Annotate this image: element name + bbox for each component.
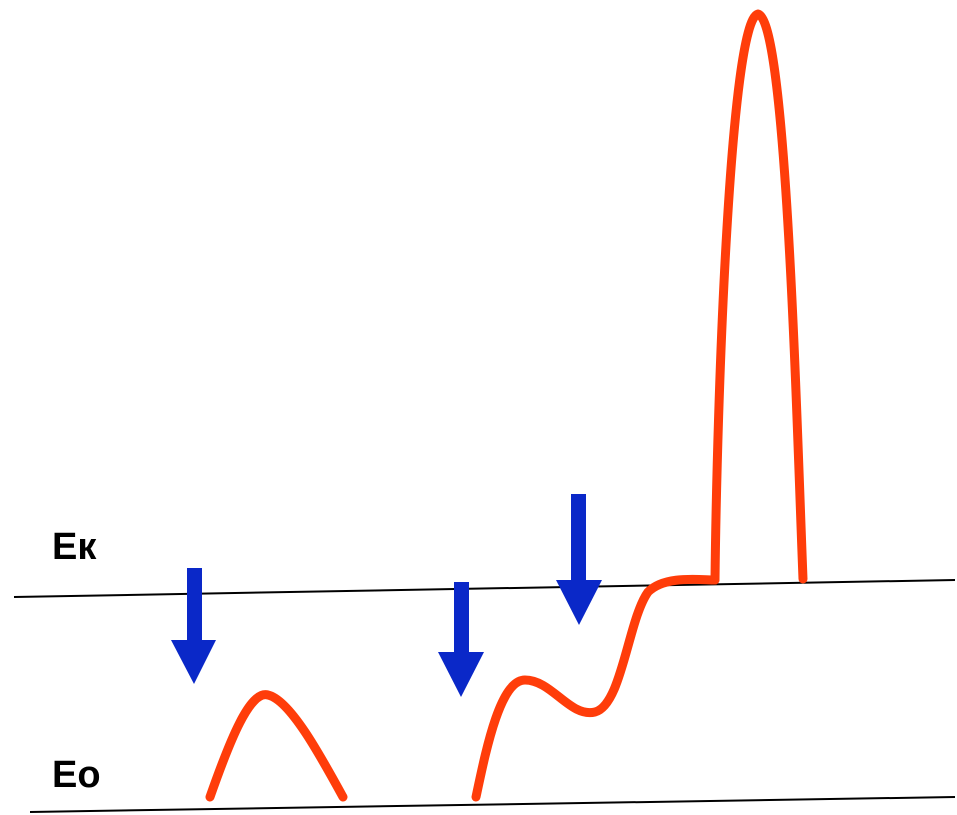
upper-level-label: Eк [52, 526, 97, 568]
upper-level-line [13, 579, 956, 598]
lower-level-label: Eo [52, 754, 101, 796]
lower-level-line [29, 796, 956, 813]
small-hump-curve [205, 690, 348, 802]
rising-wave-curve [471, 574, 720, 802]
down-arrow-icon [171, 568, 216, 684]
down-arrow-icon [556, 494, 602, 625]
tall-peak-curve [710, 9, 808, 585]
down-arrow-icon [438, 582, 484, 697]
